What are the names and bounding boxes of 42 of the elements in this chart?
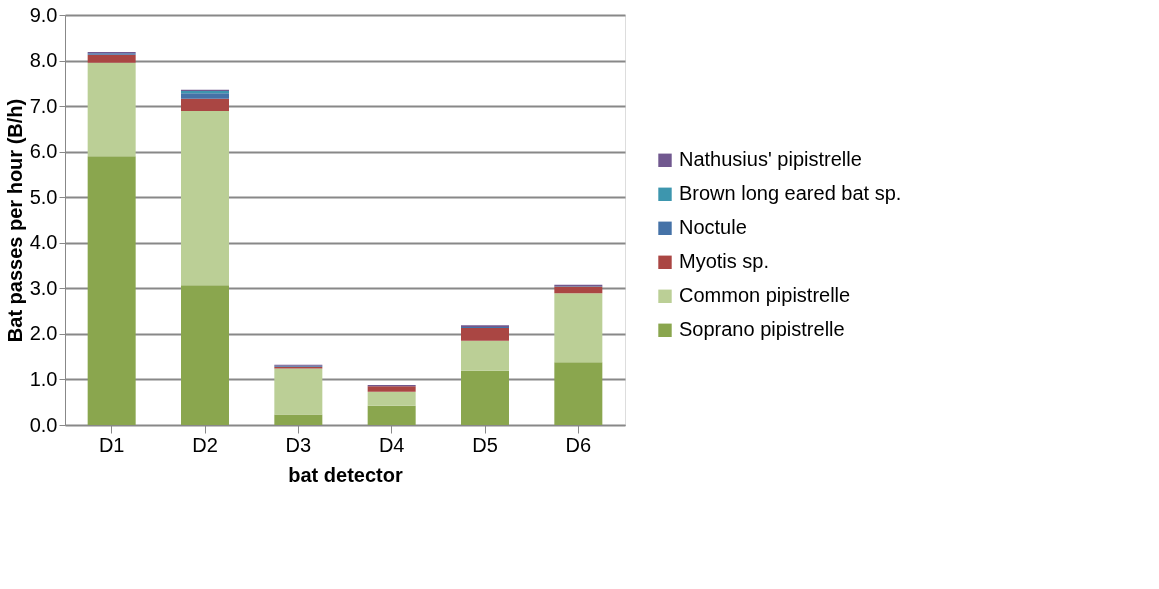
x-tick-label: D6	[565, 433, 592, 456]
y-tick-label: 1.0	[29, 367, 58, 390]
y-tick-label: 9.0	[29, 3, 58, 26]
x-tick-label: D1	[98, 433, 125, 456]
legend-label: Nathusius' pipistrelle	[679, 148, 862, 171]
y-tick-label: 7.0	[29, 94, 58, 117]
bar	[367, 405, 416, 425]
x-tick-label: D3	[285, 433, 312, 456]
y-tick-label: 6.0	[29, 140, 58, 163]
x-tick-label: D4	[378, 433, 405, 456]
legend-label: Soprano pipistrelle	[679, 318, 845, 341]
legend-label: Brown long eared bat sp.	[679, 182, 902, 205]
bar	[367, 386, 416, 392]
bar	[367, 391, 416, 406]
bar	[461, 370, 509, 425]
bar	[87, 156, 136, 425]
bar	[181, 285, 229, 425]
y-tick-label: 5.0	[29, 185, 58, 208]
bar	[274, 368, 323, 415]
bar	[181, 98, 229, 112]
bar	[87, 54, 136, 63]
legend-label: Common pipistrelle	[679, 284, 851, 307]
bar	[554, 293, 603, 363]
legend-label: Myotis sp.	[679, 250, 770, 273]
x-axis-title: bat detector	[288, 463, 403, 486]
y-tick-label: 0.0	[29, 413, 58, 436]
bar	[554, 362, 603, 425]
y-axis-title: Bat passes per hour (B/h)	[3, 98, 26, 343]
bar	[181, 93, 229, 99]
bar	[87, 62, 136, 157]
y-tick-label: 2.0	[29, 322, 58, 345]
y-tick-label: 3.0	[29, 276, 58, 299]
x-tick-label: D5	[472, 433, 498, 456]
x-tick-label: D2	[192, 433, 218, 456]
y-tick-label: 4.0	[29, 231, 58, 254]
bar	[554, 286, 603, 294]
bar	[461, 327, 509, 341]
y-tick-label: 8.0	[29, 49, 58, 72]
legend-label: Noctule	[679, 216, 747, 239]
bar	[461, 340, 509, 371]
bar	[181, 111, 229, 286]
bar	[274, 414, 323, 425]
